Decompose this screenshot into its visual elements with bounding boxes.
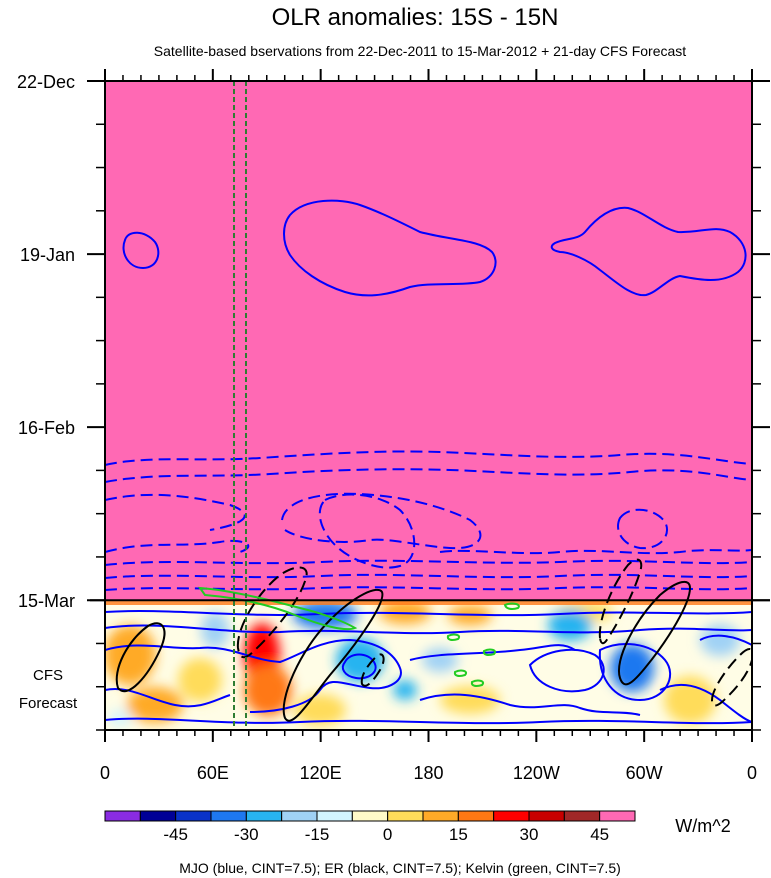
mjo-contour-dashed	[105, 468, 752, 483]
er-contours	[115, 558, 752, 722]
mjo-contour-solid	[105, 610, 752, 617]
er-contour-solid	[282, 588, 384, 722]
colorbar-tick-label: -45	[163, 825, 188, 844]
mjo-contour-solid	[105, 638, 402, 713]
mjo-contour-solid	[283, 199, 497, 297]
y-tick-label: 19-Jan	[20, 245, 75, 265]
x-tick-label: 120E	[300, 763, 342, 783]
x-tick-label: 120W	[513, 763, 560, 783]
y-axis: 22-Dec 19-Jan 16-Feb 15-Mar	[17, 72, 770, 731]
mjo-contour-solid	[419, 693, 641, 716]
y-tick-label: 22-Dec	[17, 72, 75, 92]
colorbar: -45 -30 -15 0 15 30 45	[104, 810, 636, 844]
x-tick-label: 60E	[197, 763, 229, 783]
colorbar-swatch	[457, 810, 495, 822]
forecast-label-line1: CFS	[33, 667, 63, 684]
anomaly-blob	[244, 664, 292, 716]
er-contour-dashed	[598, 558, 643, 645]
anomaly-blob	[127, 687, 183, 723]
colorbar-tick-label: 15	[449, 825, 468, 844]
x-tick-label: 0	[747, 763, 757, 783]
colorbar-tick-label: -15	[305, 825, 330, 844]
y-tick-label: 15-Mar	[18, 591, 75, 611]
er-contour-dashed	[710, 648, 752, 707]
contour-legend: MJO (blue, CINT=7.5); ER (black, CINT=7.…	[179, 860, 621, 876]
anomaly-blob	[440, 686, 500, 714]
mjo-contour-solid	[409, 644, 576, 661]
colorbar-swatch	[104, 810, 141, 822]
kelvin-contour	[453, 669, 467, 677]
colorbar-swatch	[599, 810, 636, 822]
mjo-contour-dashed	[439, 549, 752, 555]
mjo-contour-dashed	[105, 450, 752, 466]
mjo-contour-solid	[341, 653, 377, 680]
colorbar-tick-label: 30	[520, 825, 539, 844]
chart-subtitle: Satellite-based bservations from 22-Dec-…	[154, 43, 686, 59]
er-contour-dashed	[360, 653, 385, 687]
anomaly-blob	[422, 648, 458, 672]
anomaly-blob	[379, 600, 431, 624]
er-contour-dashed	[236, 566, 308, 659]
er-contour-solid	[617, 580, 692, 686]
anomaly-blob	[610, 644, 654, 692]
mjo-contour-solid	[105, 717, 752, 725]
mjo-contour-dashed	[105, 573, 752, 579]
forecast-anomaly-field	[105, 600, 752, 730]
anomaly-blob	[178, 658, 222, 702]
colorbar-swatch	[139, 810, 177, 822]
mjo-contour-solid	[122, 231, 160, 270]
anomaly-blob	[108, 710, 132, 726]
x-tick-label: 60W	[626, 763, 663, 783]
colorbar-swatch	[210, 810, 247, 822]
x-tick-label: 180	[413, 763, 443, 783]
mjo-contour-solid	[105, 624, 752, 635]
mjo-contour-dashed	[617, 508, 668, 550]
anomaly-blob	[700, 624, 740, 656]
kelvin-contour	[470, 679, 484, 687]
colorbar-swatch	[563, 810, 601, 822]
kelvin-contour	[446, 633, 460, 641]
observation-fill	[105, 81, 752, 600]
x-tick-label: 0	[100, 763, 110, 783]
colorbar-swatch	[422, 810, 459, 822]
colorbar-swatch	[281, 810, 318, 822]
mjo-contour-dashed	[318, 493, 416, 569]
mjo-contour-dashed	[105, 493, 246, 531]
y-tick-label: 16-Feb	[18, 418, 75, 438]
mjo-contour-solid	[659, 683, 752, 723]
mjo-contour-solid	[699, 634, 752, 646]
er-contour-solid	[115, 622, 166, 693]
kelvin-contour	[482, 648, 496, 656]
colorbar-swatch	[351, 810, 389, 822]
kelvin-contour	[503, 602, 520, 610]
colorbar-swatch	[387, 810, 424, 822]
colorbar-swatch	[493, 810, 530, 822]
mjo-contour-dashed	[105, 539, 250, 553]
mjo-contour-solid	[550, 206, 747, 297]
colorbar-swatch	[316, 810, 353, 822]
colorbar-swatch	[245, 810, 283, 822]
kelvin-contours	[197, 586, 520, 687]
anomaly-blob	[393, 680, 417, 700]
transition-band	[105, 600, 752, 605]
colorbar-tick-label: 45	[590, 825, 609, 844]
forecast-label-line2: Forecast	[19, 695, 78, 712]
mjo-contour-solid	[105, 688, 231, 708]
mjo-contour-dashed	[105, 559, 752, 566]
anomaly-blob	[105, 625, 156, 685]
colorbar-swatch	[528, 810, 565, 822]
colorbar-tick-label: 0	[383, 825, 392, 844]
chart-title: OLR anomalies: 15S - 15N	[272, 4, 559, 31]
colorbar-tick-label: -30	[234, 825, 259, 844]
x-axis: 0 60E 120E 180 120W 60W 0	[100, 69, 757, 783]
mjo-contours	[105, 199, 752, 725]
colorbar-swatch	[175, 810, 212, 822]
anomaly-blob	[336, 638, 384, 682]
anomaly-blob	[664, 676, 716, 724]
colorbar-units: W/m^2	[675, 816, 730, 836]
kelvin-contour	[197, 586, 358, 631]
